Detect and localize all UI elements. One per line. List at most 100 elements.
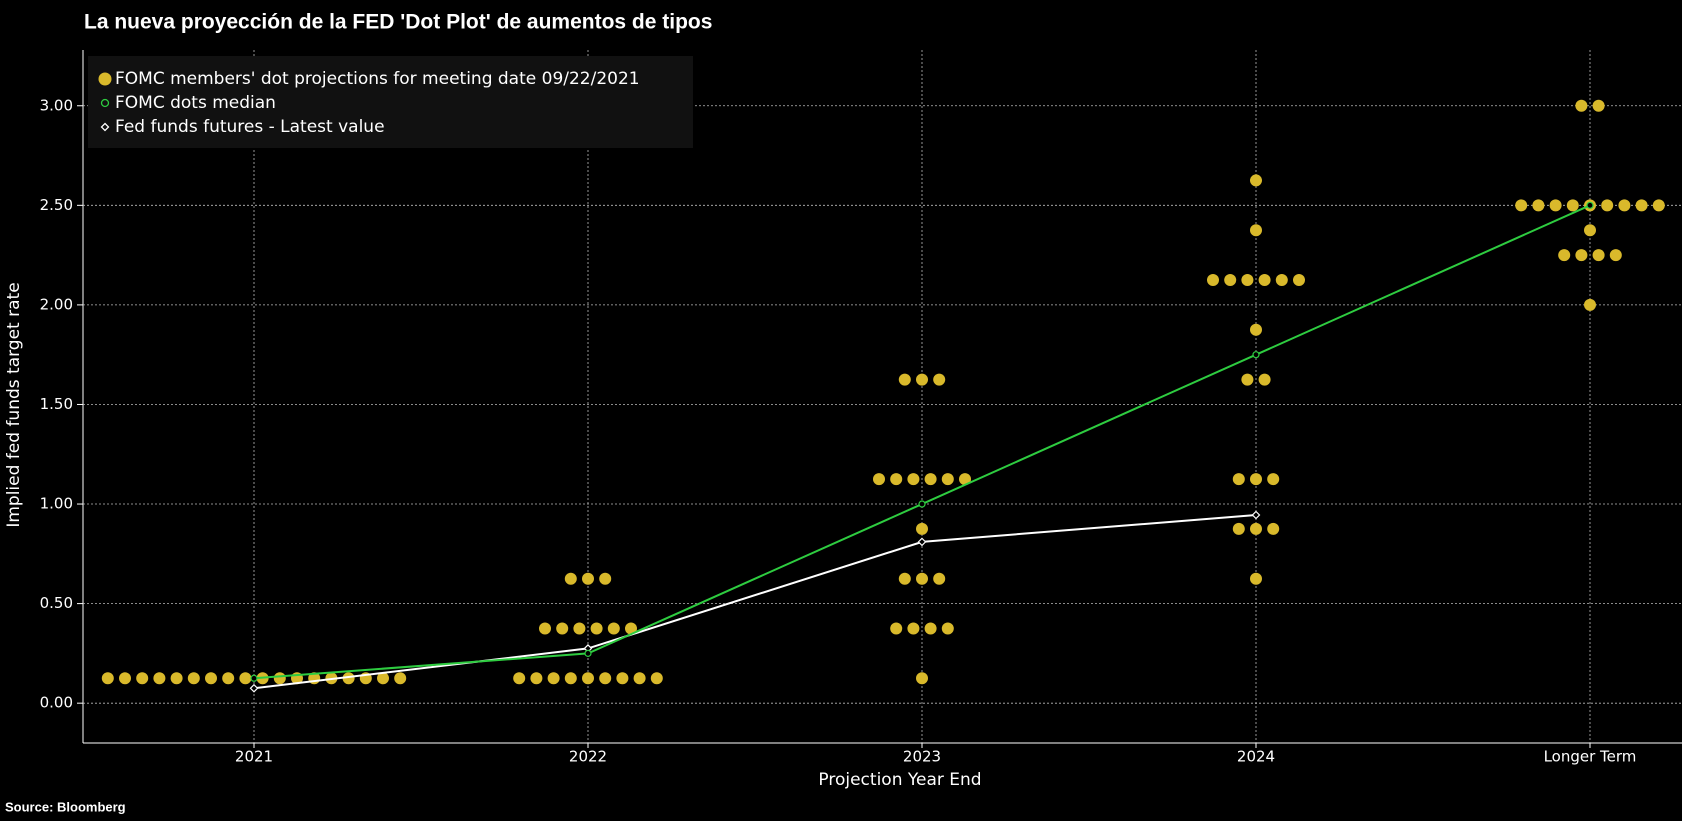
dot: [1532, 199, 1545, 212]
dot: [1618, 199, 1631, 212]
dot: [1635, 199, 1648, 212]
dot: [119, 672, 131, 685]
y-tick-label: 1.50: [40, 395, 73, 413]
dot: [1575, 249, 1588, 262]
dot: [564, 672, 577, 685]
dot: [650, 672, 663, 685]
dot: [273, 672, 286, 685]
dot: [539, 622, 551, 635]
dot: [599, 572, 612, 585]
y-tick-label: 2.50: [40, 196, 73, 214]
dot: [187, 672, 200, 685]
dot: [1224, 274, 1237, 287]
legend-label: FOMC dots median: [115, 93, 276, 113]
legend-marker: [100, 122, 110, 132]
futures-marker: [917, 537, 927, 547]
legend-label: FOMC members' dot projections for meetin…: [115, 69, 640, 89]
dot: [924, 473, 937, 486]
dot: [633, 672, 646, 685]
x-tick-label: Longer Term: [1544, 748, 1637, 766]
dot: [1258, 274, 1271, 287]
dot: [1267, 522, 1280, 535]
dot: [1250, 323, 1262, 336]
dot: [916, 373, 928, 386]
dot: [1558, 249, 1571, 262]
median-marker: [584, 649, 592, 657]
median-marker: [1586, 201, 1594, 209]
dot: [170, 672, 183, 685]
dot: [582, 672, 594, 685]
dot: [564, 572, 577, 585]
futures-marker: [249, 683, 259, 693]
y-axis-label: Implied fed funds target rate: [4, 282, 24, 527]
dot: [607, 622, 620, 635]
dot: [239, 672, 252, 685]
dot: [907, 473, 920, 486]
x-tick-label: 2022: [569, 748, 607, 766]
dot: [890, 622, 903, 635]
dot: [1584, 224, 1596, 237]
dot: [933, 373, 946, 386]
dot: [1549, 199, 1562, 212]
dot: [1250, 473, 1262, 486]
dot: [1250, 572, 1262, 585]
dot: [1250, 522, 1262, 535]
dot: [547, 672, 560, 685]
legend-marker: [98, 72, 112, 86]
dot: [1232, 473, 1245, 486]
dot: [222, 672, 235, 685]
x-axis-label: Projection Year End: [818, 770, 981, 790]
dot: [1592, 249, 1605, 262]
dot: [898, 373, 911, 386]
dot: [941, 622, 954, 635]
dot: [377, 672, 389, 685]
dot: [916, 672, 928, 685]
dot: [205, 672, 217, 685]
y-tick-label: 1.00: [40, 495, 73, 513]
dot: [1652, 199, 1665, 212]
y-tick-label: 3.00: [40, 96, 73, 114]
dot: [1566, 199, 1579, 212]
median-marker: [918, 500, 926, 508]
dot: [599, 672, 612, 685]
dot: [1241, 274, 1254, 287]
dot: [907, 622, 920, 635]
legend-marker: [100, 98, 110, 108]
median-marker: [1252, 351, 1260, 359]
x-tick-label: 2021: [235, 748, 273, 766]
dot: [153, 672, 166, 685]
dot: [1232, 522, 1245, 535]
dot: [342, 672, 355, 685]
dot: [136, 672, 149, 685]
dot: [1601, 199, 1614, 212]
legend-box: [88, 56, 693, 148]
dot: [890, 473, 903, 486]
x-tick-label: 2023: [903, 748, 941, 766]
dot: [556, 622, 569, 635]
dot: [1267, 473, 1280, 486]
legend-label: Fed funds futures - Latest value: [115, 117, 385, 137]
dot: [573, 622, 586, 635]
chart-title: La nueva proyección de la FED 'Dot Plot'…: [84, 11, 712, 34]
dot: [394, 672, 407, 685]
dot: [1250, 224, 1262, 237]
dot: [1258, 373, 1271, 386]
y-tick-label: 2.00: [40, 295, 73, 313]
dot: [916, 572, 928, 585]
dot: [1207, 274, 1219, 287]
dot: [616, 672, 629, 685]
dot: [959, 473, 971, 486]
dot: [1515, 199, 1528, 212]
dot: [625, 622, 637, 635]
dot: [1584, 298, 1596, 311]
dot: [530, 672, 543, 685]
dot: [1575, 99, 1588, 112]
dot: [916, 522, 928, 535]
dot: [898, 572, 911, 585]
dot: [924, 622, 937, 635]
dot: [1275, 274, 1288, 287]
dot: [1241, 373, 1254, 386]
futures-marker: [1251, 510, 1261, 520]
dot: [1250, 174, 1262, 187]
dot: [1609, 249, 1622, 262]
